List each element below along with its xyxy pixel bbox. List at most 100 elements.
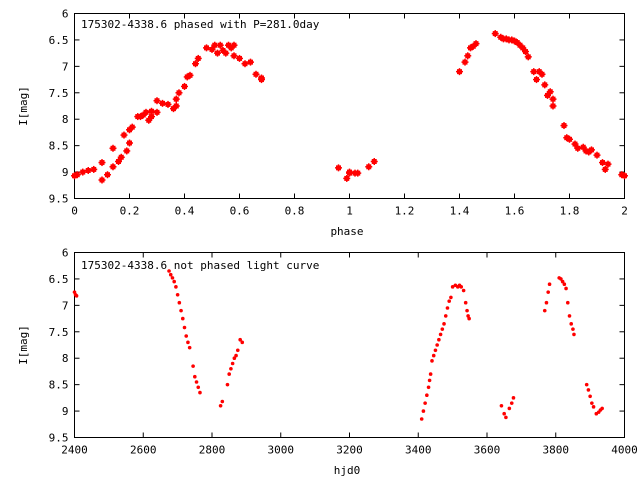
data-point [128,123,136,131]
x-tick-labels: 2400 2600 2800 3000 3200 3400 3600 3800 4000 [61,444,638,457]
data-point [574,144,582,152]
data-point [193,374,197,379]
data-point [186,71,194,79]
data-point [194,54,202,62]
data-point [590,401,594,405]
y-tick-label: 7 [62,60,69,73]
data-point [499,403,504,408]
data-point [562,282,567,287]
data-point [459,285,464,289]
data-point [547,282,552,287]
data-point [145,116,153,124]
data-point [465,308,469,313]
phased-light-curve-chart: 0 0.2 0.4 0.6 0.8 1 1.2 1.4 1.6 1.8 2 6 6.5 7 7.5 8 8.5… [17,8,628,238]
data-point [235,348,240,353]
data-point [504,415,508,420]
data-point [159,99,166,107]
data-point [567,314,572,318]
y-tick-label: 8 [62,113,69,126]
data-point [346,168,353,176]
data-point [191,364,195,368]
data-point [168,272,173,277]
data-point [167,269,171,273]
data-point [456,68,463,76]
data-point [467,316,471,321]
data-point [571,140,579,148]
data-point [238,337,242,342]
data-point [120,131,128,139]
data-point [544,300,549,305]
data-point [584,382,589,387]
data-point [79,168,87,176]
data-point [425,393,429,398]
data-point [433,348,438,353]
data-point [104,171,111,179]
data-point [419,417,424,421]
y-tick-label: 7.5 [49,87,69,100]
data-point [365,163,373,171]
data-point [123,147,131,155]
data-point [599,159,606,167]
x-axis-label: phase [330,225,363,238]
data-point [172,279,176,284]
data-point [421,409,426,413]
data-point [354,169,362,177]
data-point [542,308,547,313]
data-point [437,337,441,342]
data-point [258,74,265,82]
data-point [181,82,188,90]
data-point [586,388,591,392]
data-points [72,269,604,421]
y-tick-labels: 6 6.5 7 7.5 8 8.5 9 9.5 [49,247,69,445]
x-tick-label: 2800 [199,444,226,457]
data-point [461,58,469,66]
data-point [572,332,576,337]
data-point [216,41,224,49]
data-point [196,385,201,390]
data-point [90,165,98,173]
x-tick-label: 2 [621,205,628,218]
data-point [187,345,192,350]
data-point [203,44,210,52]
data-point [600,406,604,411]
data-point [153,108,161,116]
y-tick-label: 8.5 [49,379,69,392]
data-point [522,48,529,56]
data-point [175,292,180,297]
data-point [472,40,480,48]
data-point [593,151,601,159]
data-point [170,276,175,280]
data-point [509,401,514,405]
data-point [225,382,230,387]
data-point [604,160,612,168]
data-point [541,81,549,89]
data-point [426,385,431,390]
x-tick-label: 0.8 [285,205,305,218]
y-tick-label: 7.5 [49,326,69,339]
data-point [84,166,92,174]
data-point [194,380,199,384]
x-tick-label: 2400 [61,444,88,457]
x-tick-label: 0.6 [230,205,250,218]
data-point [571,327,575,331]
x-tick-label: 0.2 [120,205,140,218]
data-points [71,30,628,184]
y-tick-label: 6.5 [49,273,69,286]
y-tick-label: 9.5 [49,193,69,206]
data-point [192,60,199,68]
x-tick-label: 1.4 [450,205,470,218]
data-point [177,300,182,305]
data-point [461,288,466,293]
tick-marks [74,252,625,438]
tick-marks [74,13,625,199]
data-point [463,300,468,305]
plot-frame [74,252,625,438]
data-point [98,176,106,184]
x-tick-label: 3800 [543,444,570,457]
x-axis-label: hjd0 [334,464,361,477]
x-tick-label: 3200 [336,444,363,457]
data-point [343,174,351,182]
data-point [142,108,150,116]
data-point [579,143,587,151]
data-point [566,135,573,143]
